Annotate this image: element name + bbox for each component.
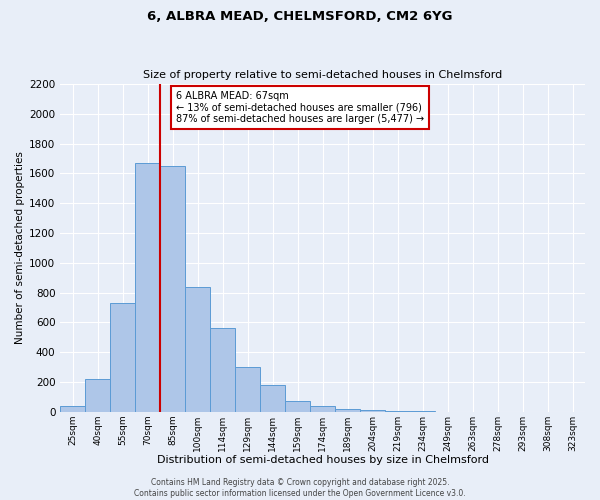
Bar: [260, 385, 285, 411]
Title: Size of property relative to semi-detached houses in Chelmsford: Size of property relative to semi-detach…: [143, 70, 502, 81]
Bar: [335, 408, 360, 412]
Text: 6, ALBRA MEAD, CHELMSFORD, CM2 6YG: 6, ALBRA MEAD, CHELMSFORD, CM2 6YG: [147, 10, 453, 23]
Text: 6 ALBRA MEAD: 67sqm
← 13% of semi-detached houses are smaller (796)
87% of semi-: 6 ALBRA MEAD: 67sqm ← 13% of semi-detach…: [176, 90, 424, 124]
Bar: [60, 406, 85, 411]
Bar: [235, 367, 260, 412]
Bar: [85, 379, 110, 412]
Y-axis label: Number of semi-detached properties: Number of semi-detached properties: [15, 152, 25, 344]
Bar: [160, 166, 185, 412]
Bar: [360, 410, 385, 412]
Bar: [310, 406, 335, 412]
Bar: [110, 303, 135, 412]
Text: Contains HM Land Registry data © Crown copyright and database right 2025.
Contai: Contains HM Land Registry data © Crown c…: [134, 478, 466, 498]
X-axis label: Distribution of semi-detached houses by size in Chelmsford: Distribution of semi-detached houses by …: [157, 455, 488, 465]
Bar: [210, 328, 235, 411]
Bar: [285, 402, 310, 411]
Bar: [135, 163, 160, 412]
Bar: [185, 286, 210, 412]
Bar: [385, 411, 410, 412]
